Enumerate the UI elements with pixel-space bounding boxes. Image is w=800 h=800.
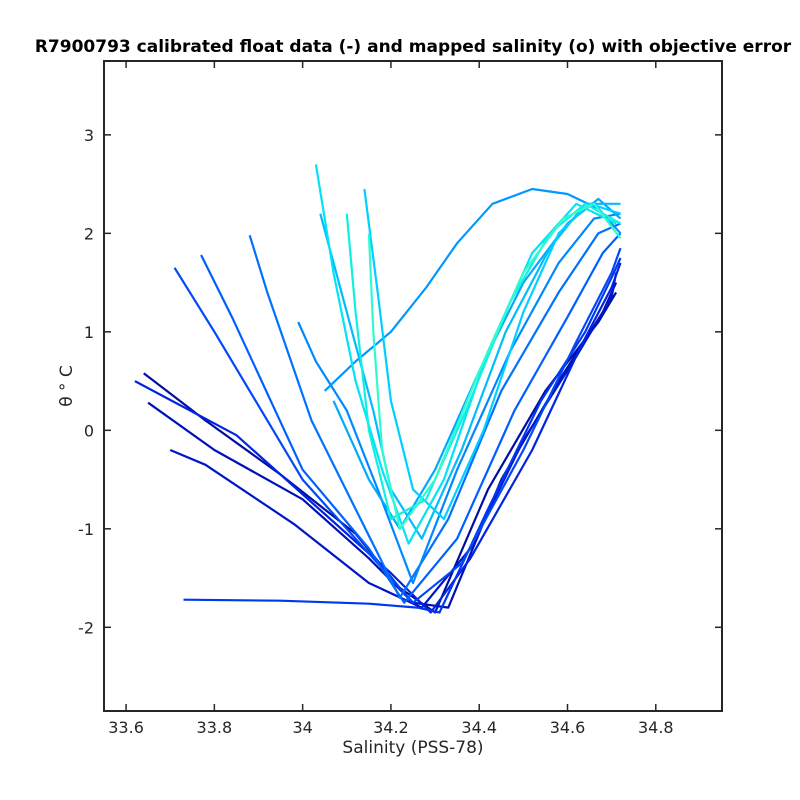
y-tick-label: 1 [84, 323, 94, 342]
x-axis-label: Salinity (PSS-78) [342, 738, 483, 758]
x-tick-label: 34.8 [638, 718, 674, 737]
y-tick-label: 2 [84, 224, 94, 243]
series-layer [134, 164, 622, 614]
series-line-10 [323, 187, 622, 392]
series-line-4 [134, 262, 622, 614]
ticks-layer: 33.6 33.8 34 34.2 34.4 34.6 34.8 -2 -1 0 1 2 3 [78, 61, 722, 737]
y-axis-label: θ ° C [57, 365, 77, 407]
x-tick-label: 34.4 [461, 718, 497, 737]
series-line-3 [169, 272, 618, 609]
series-line-7 [200, 232, 622, 604]
series-line-8 [248, 222, 621, 599]
series-line-16 [367, 202, 622, 530]
plot-frame [103, 60, 723, 712]
y-tick-label: 0 [84, 421, 94, 440]
chart-title: R7900793 calibrated float data (-) and m… [35, 37, 792, 57]
series-line-13 [363, 188, 621, 521]
y-tick-label: 3 [84, 126, 94, 145]
plot-area [104, 61, 722, 711]
x-tick-label: 34 [292, 718, 312, 737]
x-tick-label: 34.2 [373, 718, 409, 737]
y-tick-label: -2 [78, 618, 94, 637]
x-tick-label: 33.6 [108, 718, 144, 737]
series-line-6 [173, 247, 622, 604]
y-tick-label: -1 [78, 520, 94, 539]
x-tick-label: 34.6 [550, 718, 586, 737]
x-tick-label: 33.8 [197, 718, 233, 737]
